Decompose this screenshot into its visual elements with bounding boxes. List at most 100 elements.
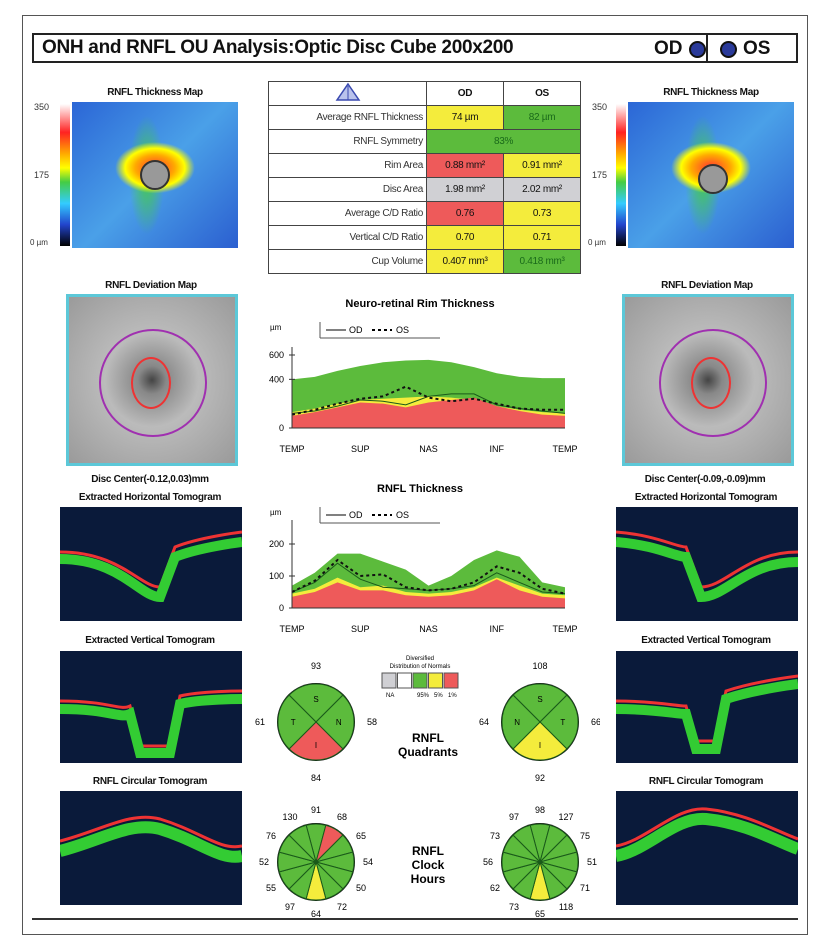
pies-area: 93 S 58 N 84 I 61 T 108 S 66 T 92 I 64 N 91 68 65 54 50 72 64 9… [255, 656, 600, 919]
row-label: Average C/D Ratio [268, 201, 427, 226]
x-tick-label: INF [490, 624, 505, 634]
os-column-header: OS [503, 81, 581, 106]
os-vertical-tomogram-image [616, 651, 798, 763]
y-unit-label: µm [270, 508, 282, 517]
os-value: 0.73 [503, 201, 581, 226]
y-tick-label: 400 [269, 374, 284, 384]
os-colorbar [616, 104, 626, 246]
y-tick-label: 600 [269, 350, 284, 360]
metrics-table: OD OS Average RNFL Thickness 74 µm 82 µm RNF… [268, 81, 581, 274]
quadrant-segment [512, 721, 568, 761]
clock-hour-value: 91 [311, 805, 321, 815]
x-tick-label: TEMP [279, 444, 304, 454]
band-red [292, 579, 565, 608]
y-tick-label: 0 [279, 423, 284, 433]
report-frame [22, 15, 808, 935]
os-value: 0.91 mm² [503, 153, 581, 178]
quadrant-letter: S [537, 695, 542, 704]
quadrant-value: 61 [255, 717, 265, 727]
os-dot-icon [720, 40, 737, 58]
y-tick-label: 200 [269, 539, 284, 549]
clock-hour-segment [288, 824, 317, 864]
od-value: 0.76 [426, 201, 504, 226]
clock-hour-value: 55 [266, 883, 276, 893]
quadrant-value: 108 [532, 661, 547, 671]
clock-hour-value: 73 [490, 831, 500, 841]
x-tick-label: TEMP [279, 624, 304, 634]
y-unit-label: µm [270, 323, 282, 332]
quadrant-letter: S [313, 695, 318, 704]
clock-hours-label: RNFL [412, 844, 444, 858]
clock-hour-value: 65 [356, 831, 366, 841]
table-row: RNFL Symmetry 83% [268, 129, 581, 154]
clock-hour-value: 97 [285, 902, 295, 912]
x-tick-label: NAS [419, 624, 438, 634]
quadrant-value: 66 [591, 717, 600, 727]
y-tick-label: 100 [269, 571, 284, 581]
series-line-os [291, 385, 565, 416]
clock-hour-value: 130 [282, 812, 297, 822]
os-value: 0.71 [503, 225, 581, 250]
clock-hour-value: 75 [580, 831, 590, 841]
os-horizontal-tomogram-image [616, 507, 798, 621]
od-dot-icon [688, 40, 706, 58]
clock-hours-label: Hours [411, 872, 446, 886]
od-deviation-map-image [66, 294, 238, 466]
os-deviation-map-label: RNFL Deviation Map [661, 280, 753, 291]
clock-hour-value: 56 [483, 857, 493, 867]
od-circular-tomogram-image [60, 791, 242, 905]
clock-hour-value: 71 [580, 883, 590, 893]
table-row: Average RNFL Thickness 74 µm 82 µm [268, 105, 581, 130]
legend-label: 5% [434, 693, 443, 699]
od-thickness-map-image [72, 102, 238, 248]
quadrants-label: RNFL [412, 731, 444, 745]
od-value: 0.407 mm³ [426, 249, 504, 274]
row-value: 83% [426, 129, 581, 154]
title-bar: ONH and RNFL OU Analysis:Optic Disc Cube… [32, 33, 798, 63]
legend-swatch [397, 672, 412, 689]
clock-hour-value: 72 [337, 902, 347, 912]
scale-max: 350 [592, 102, 608, 112]
clock-hour-segment [512, 824, 541, 864]
quadrant-value: 84 [311, 773, 321, 783]
os-circular-tomogram-label: RNFL Circular Tomogram [648, 776, 764, 787]
quadrant-value: 64 [479, 717, 489, 727]
scale-min: 0 µm [30, 238, 48, 247]
x-tick-label: SUP [351, 444, 370, 454]
od-horizontal-tomogram-image [60, 507, 242, 621]
od-deviation-map-label: RNFL Deviation Map [105, 280, 197, 291]
table-header-row: OD OS [268, 81, 581, 106]
os-indicator: OS [720, 38, 770, 60]
legend-title: Diversified [406, 656, 434, 662]
table-row: Vertical C/D Ratio 0.70 0.71 [268, 225, 581, 250]
y-tick-label: 0 [279, 603, 284, 613]
legend-os: OS [396, 510, 409, 520]
x-tick-label: TEMP [552, 444, 577, 454]
od-colorbar [60, 104, 70, 246]
quadrant-segment [539, 694, 579, 750]
os-circular-tomogram-image [616, 791, 798, 905]
divider [706, 35, 708, 61]
od-column-header: OD [426, 81, 504, 106]
row-label: Vertical C/D Ratio [268, 225, 427, 250]
band-red [292, 397, 565, 428]
quadrant-value: 93 [311, 661, 321, 671]
legend-label: 95% [417, 693, 430, 699]
row-label: Cup Volume [268, 249, 427, 274]
clock-hour-value: 52 [259, 857, 269, 867]
chart-title: Neuro-retinal Rim Thickness [345, 298, 494, 310]
table-row: Cup Volume 0.407 mm³ 0.418 mm³ [268, 249, 581, 274]
legend-od: OD [349, 325, 363, 335]
os-horizontal-tomogram-label: Extracted Horizontal Tomogram [634, 492, 778, 503]
quadrant-value: 92 [535, 773, 545, 783]
scale-mid: 175 [34, 170, 50, 180]
x-tick-label: INF [490, 444, 505, 454]
clock-hour-value: 50 [356, 883, 366, 893]
scale-min: 0 µm [588, 238, 606, 247]
legend-label: 1% [448, 693, 457, 699]
quadrant-segment [501, 694, 541, 750]
series-line-os [291, 558, 566, 595]
quadrant-letter: T [560, 718, 565, 727]
od-value: 74 µm [426, 105, 504, 130]
os-thickness-map-label: RNFL Thickness Map [663, 87, 759, 98]
